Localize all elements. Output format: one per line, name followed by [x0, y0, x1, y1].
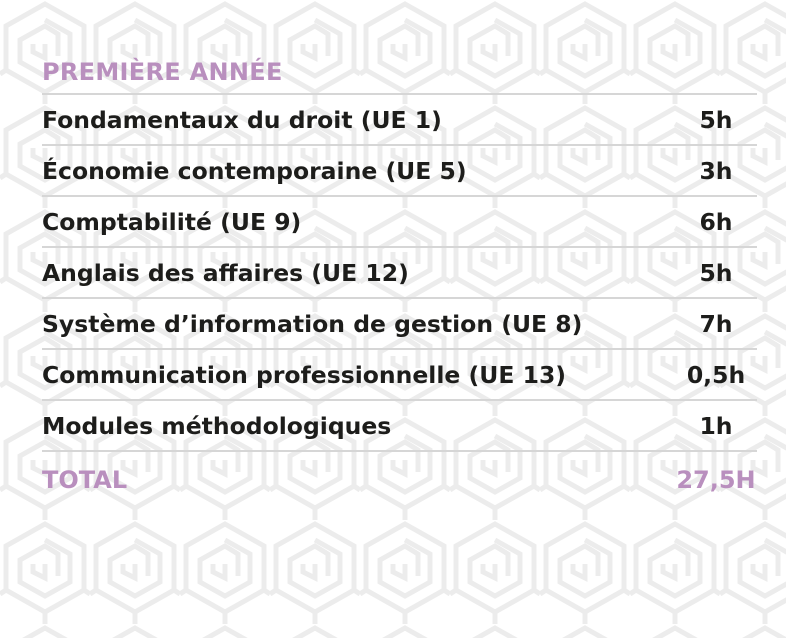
- course-name: Modules méthodologiques: [42, 411, 392, 440]
- course-name: Communication professionnelle (UE 13): [42, 360, 567, 389]
- course-name: Système d’information de gestion (UE 8): [42, 309, 583, 338]
- total-value: 27,5H: [676, 466, 756, 494]
- course-row: Comptabilité (UE 9) 6h: [42, 197, 757, 248]
- course-hours: 0,5h: [686, 360, 746, 389]
- course-row: Communication professionnelle (UE 13) 0,5…: [42, 350, 757, 401]
- course-row: Fondamentaux du droit (UE 1) 5h: [42, 95, 757, 146]
- course-row: Système d’information de gestion (UE 8) 7…: [42, 299, 757, 350]
- course-name: Anglais des affaires (UE 12): [42, 258, 409, 287]
- course-list: Fondamentaux du droit (UE 1) 5h Économie c…: [42, 95, 757, 452]
- course-hours: 7h: [699, 309, 733, 338]
- course-hours: 3h: [699, 156, 733, 185]
- section-heading: PREMIÈRE ANNÉE: [42, 50, 757, 95]
- course-hours: 6h: [699, 207, 733, 236]
- course-row: Anglais des affaires (UE 12) 5h: [42, 248, 757, 299]
- course-name: Économie contemporaine (UE 5): [42, 156, 467, 185]
- course-name: Comptabilité (UE 9): [42, 207, 302, 236]
- course-hours: 5h: [699, 258, 733, 287]
- course-table: PREMIÈRE ANNÉE Fondamentaux du droit (UE…: [42, 50, 757, 508]
- course-row: Économie contemporaine (UE 5) 3h: [42, 146, 757, 197]
- course-name: Fondamentaux du droit (UE 1): [42, 105, 442, 134]
- course-hours: 5h: [699, 105, 733, 134]
- total-row: TOTAL 27,5H: [42, 452, 757, 508]
- course-row: Modules méthodologiques 1h: [42, 401, 757, 452]
- total-label: TOTAL: [42, 466, 128, 494]
- course-hours: 1h: [699, 411, 733, 440]
